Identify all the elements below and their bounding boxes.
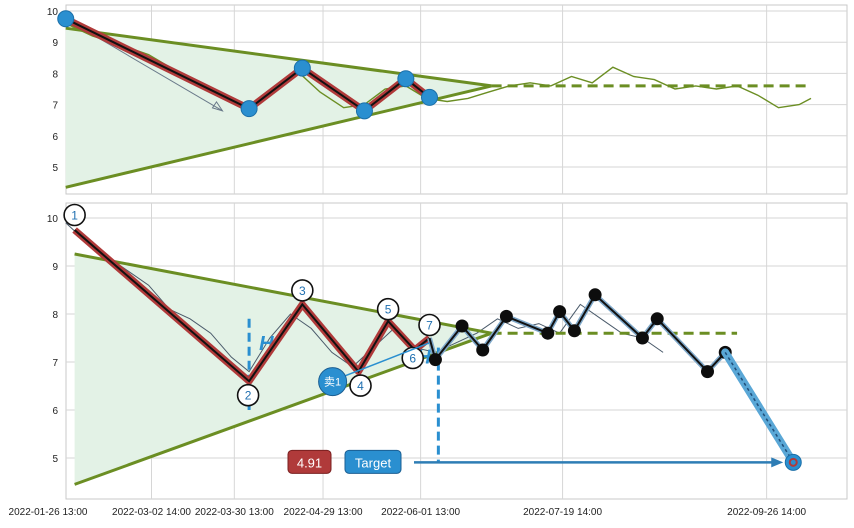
sell-signal-connector [340,342,430,379]
bottom-y-tick-label-1: 9 [52,262,58,273]
forecast-point-3 [499,309,513,323]
top-upper-trendline [65,26,492,88]
sell-signal-marker [318,367,348,397]
forecast-point-1 [455,319,469,333]
top-y-tick-label-0: 10 [47,7,59,18]
top-y-tick-label-2: 8 [52,69,58,80]
sell-signal-label: 卖1 [324,376,341,389]
pattern-point-label-0: 1 [71,209,78,223]
top-pivot-marker-2 [293,59,311,77]
target-arrow-head [771,457,784,468]
target-end-marker-inner [788,457,798,467]
pattern-point-marker-4 [376,297,400,321]
pattern-point-label-5: 6 [409,352,416,366]
top-y-tick-label-4: 6 [52,132,58,143]
target-value-text: 4.91 [297,455,322,470]
bottom-triangle-fill [74,254,492,485]
target-end-marker [784,453,802,471]
pattern-point-marker-2 [291,279,314,302]
top-pivot-marker-0 [57,10,75,28]
forecast-point-10 [700,365,714,379]
x-tick-label-5: 2022-07-19 14:00 [523,507,602,518]
forecast-point-8 [635,331,649,345]
top-y-tick-label-1: 9 [52,38,58,49]
pattern-point-marker-1 [236,383,260,407]
top-arrow-head [211,100,224,112]
forecast-point-9 [650,312,664,326]
bottom-y-tick-label-0: 10 [47,214,59,225]
bottom-y-tick-label-5: 5 [52,454,58,465]
x-tick-label-0: 2022-01-26 13:00 [9,507,88,518]
bottom-y-tick-label-4: 6 [52,406,58,417]
forecast-point-5 [553,305,567,319]
top-pivot-marker-4 [397,70,415,88]
top-lower-trendline [65,84,492,189]
forecast-point-0 [428,353,442,367]
forecast-point-7 [588,288,602,302]
pattern-point-marker-0 [63,203,86,227]
pattern-point-marker-3 [349,374,372,397]
top-pivot-marker-5 [421,88,438,106]
pattern-point-label-3: 4 [357,379,364,393]
top-y-tick-label-5: 5 [52,163,58,174]
top-pivot-marker-1 [240,100,258,118]
forecast-point-4 [541,326,555,340]
forecast-point-2 [476,343,490,357]
target-label-text: Target [355,455,392,470]
pattern-point-label-2: 3 [299,284,306,298]
top-pivot-marker-3 [355,102,373,120]
pattern-point-label-1: 2 [245,389,252,403]
pattern-point-marker-5 [401,346,425,370]
pattern-point-label-4: 5 [385,303,392,317]
x-tick-label-2: 2022-03-30 13:00 [195,507,274,518]
target-label-badge [344,449,402,474]
pattern-point-marker-6 [418,313,441,337]
top-y-tick-label-3: 7 [52,101,58,112]
x-tick-label-3: 2022-04-29 13:00 [284,507,363,518]
bottom-y-tick-label-2: 8 [52,310,58,321]
bottom-y-tick-label-3: 7 [52,358,58,369]
target-value-badge [287,449,332,474]
pattern-point-label-6: 7 [426,319,433,333]
x-tick-label-6: 2022-09-26 14:00 [727,507,806,518]
forecast-point-6 [567,324,581,338]
x-tick-label-4: 2022-06-01 13:00 [381,507,460,518]
x-tick-label-1: 2022-03-02 14:00 [112,507,191,518]
target-projection-thick [721,348,798,467]
